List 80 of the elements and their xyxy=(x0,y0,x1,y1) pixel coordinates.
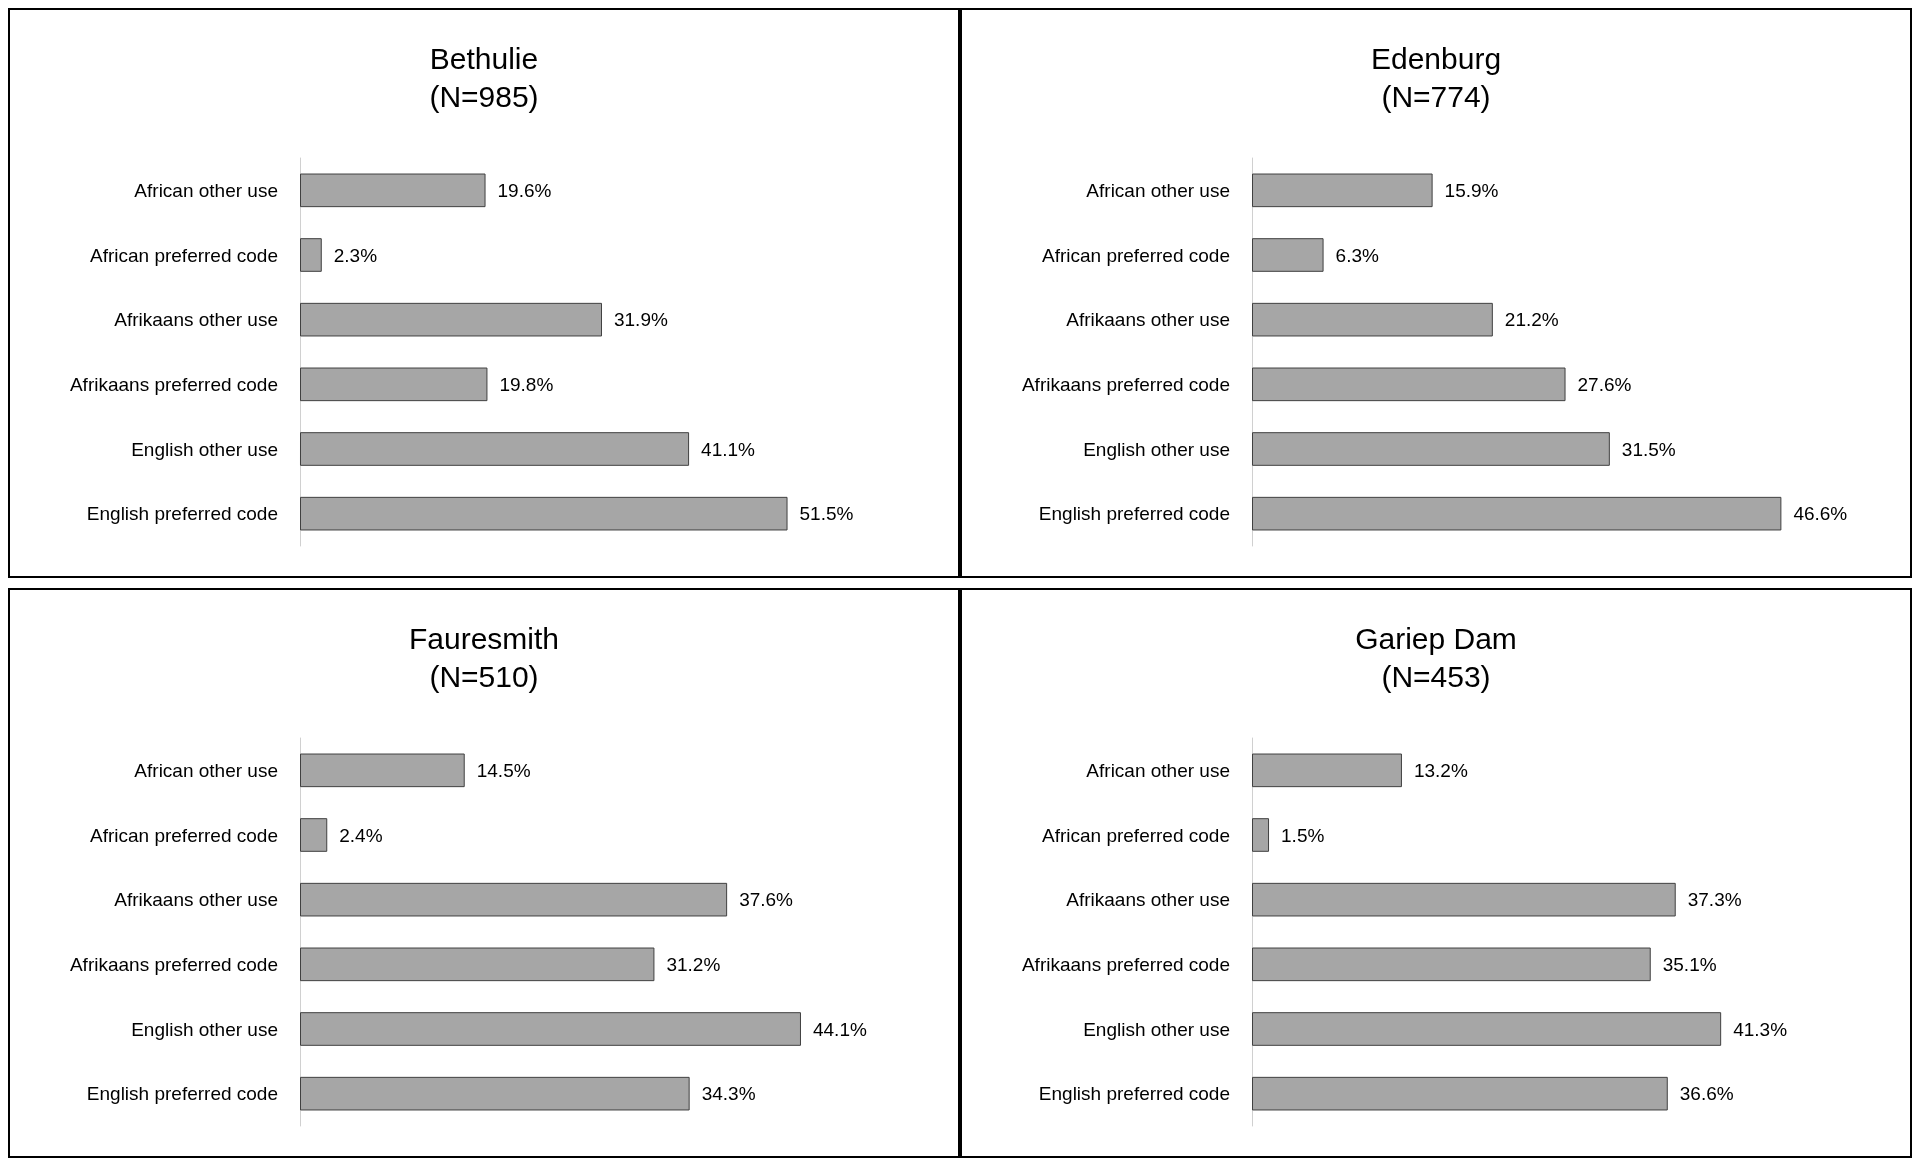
data-label: 36.6% xyxy=(1679,1083,1734,1105)
data-label: 27.6% xyxy=(1577,373,1632,395)
bar xyxy=(1252,753,1402,788)
y-tick-label: Afrikaans preferred code xyxy=(69,373,278,395)
data-label: 37.3% xyxy=(1687,889,1742,911)
chart-title: Bethulie xyxy=(429,41,539,75)
bar xyxy=(300,753,465,788)
data-label: 41.1% xyxy=(701,438,756,460)
data-label: 31.2% xyxy=(666,953,721,975)
bar xyxy=(300,818,328,852)
y-tick-label: Afrikaans preferred code xyxy=(1021,953,1230,975)
data-label: 21.2% xyxy=(1504,309,1559,331)
bar xyxy=(1252,947,1651,982)
data-label: 6.3% xyxy=(1335,244,1379,266)
data-label: 37.6% xyxy=(739,889,794,911)
bar xyxy=(300,173,486,208)
y-tick-label: Afrikaans other use xyxy=(1066,889,1230,911)
bar xyxy=(300,1012,801,1046)
chart-subtitle: (N=985) xyxy=(429,79,539,113)
data-label: 51.5% xyxy=(799,503,854,525)
chart-title: Edenburg xyxy=(1370,41,1502,75)
chart-subtitle: (N=453) xyxy=(1381,659,1491,693)
bar xyxy=(300,302,602,337)
y-tick-label: African other use xyxy=(134,759,278,781)
data-label: 2.4% xyxy=(339,824,383,846)
data-label: 34.3% xyxy=(701,1083,756,1105)
y-tick-label: Afrikaans other use xyxy=(114,889,278,911)
bar xyxy=(300,947,655,982)
bar xyxy=(1252,1076,1668,1111)
chart-title: Fauresmith xyxy=(408,621,560,655)
data-label: 13.2% xyxy=(1413,759,1468,781)
data-label: 19.6% xyxy=(497,179,552,201)
data-label: 31.5% xyxy=(1621,438,1676,460)
bar xyxy=(300,432,690,466)
bar xyxy=(1252,882,1676,917)
bar xyxy=(300,238,322,272)
y-tick-label: Afrikaans other use xyxy=(114,309,278,331)
chart-subtitle: (N=510) xyxy=(429,659,539,693)
y-tick-label: English preferred code xyxy=(1038,1083,1230,1105)
y-tick-label: English other use xyxy=(131,438,278,460)
y-tick-label: Afrikaans other use xyxy=(1066,309,1230,331)
bar xyxy=(1252,238,1324,272)
data-label: 1.5% xyxy=(1281,824,1325,846)
data-label: 19.8% xyxy=(499,373,554,395)
y-tick-label: English other use xyxy=(1083,1018,1230,1040)
y-tick-label: African other use xyxy=(1086,759,1230,781)
bar xyxy=(300,1076,690,1111)
bar xyxy=(1252,818,1270,852)
bar xyxy=(1252,432,1610,466)
y-tick-label: English other use xyxy=(131,1018,278,1040)
y-tick-label: Afrikaans preferred code xyxy=(1021,373,1230,395)
chart-title: Gariep Dam xyxy=(1355,621,1517,655)
y-tick-label: English other use xyxy=(1083,438,1230,460)
data-label: 41.3% xyxy=(1733,1018,1788,1040)
bar xyxy=(1252,367,1566,402)
data-label: 14.5% xyxy=(476,759,531,781)
y-tick-label: African preferred code xyxy=(1042,244,1230,266)
data-label: 31.9% xyxy=(613,309,668,331)
data-label: 15.9% xyxy=(1444,179,1499,201)
y-tick-label: English preferred code xyxy=(1038,503,1230,525)
y-tick-label: African preferred code xyxy=(1042,824,1230,846)
bar xyxy=(1252,1012,1722,1046)
data-label: 46.6% xyxy=(1793,503,1848,525)
bar xyxy=(300,367,488,402)
data-label: 2.3% xyxy=(333,244,378,266)
y-tick-label: African other use xyxy=(1086,179,1230,201)
data-label: 44.1% xyxy=(812,1018,867,1040)
bar xyxy=(1252,173,1433,208)
y-tick-label: African other use xyxy=(134,179,278,201)
bar xyxy=(300,496,788,531)
data-label: 35.1% xyxy=(1662,953,1717,975)
bar xyxy=(300,882,728,917)
chart-subtitle: (N=774) xyxy=(1381,79,1491,113)
y-tick-label: English preferred code xyxy=(86,503,278,525)
bar xyxy=(1252,302,1493,337)
y-tick-label: African preferred code xyxy=(90,824,278,846)
bar xyxy=(1252,496,1782,531)
y-tick-label: Afrikaans preferred code xyxy=(69,953,278,975)
y-tick-label: African preferred code xyxy=(90,244,278,266)
y-tick-label: English preferred code xyxy=(86,1083,278,1105)
